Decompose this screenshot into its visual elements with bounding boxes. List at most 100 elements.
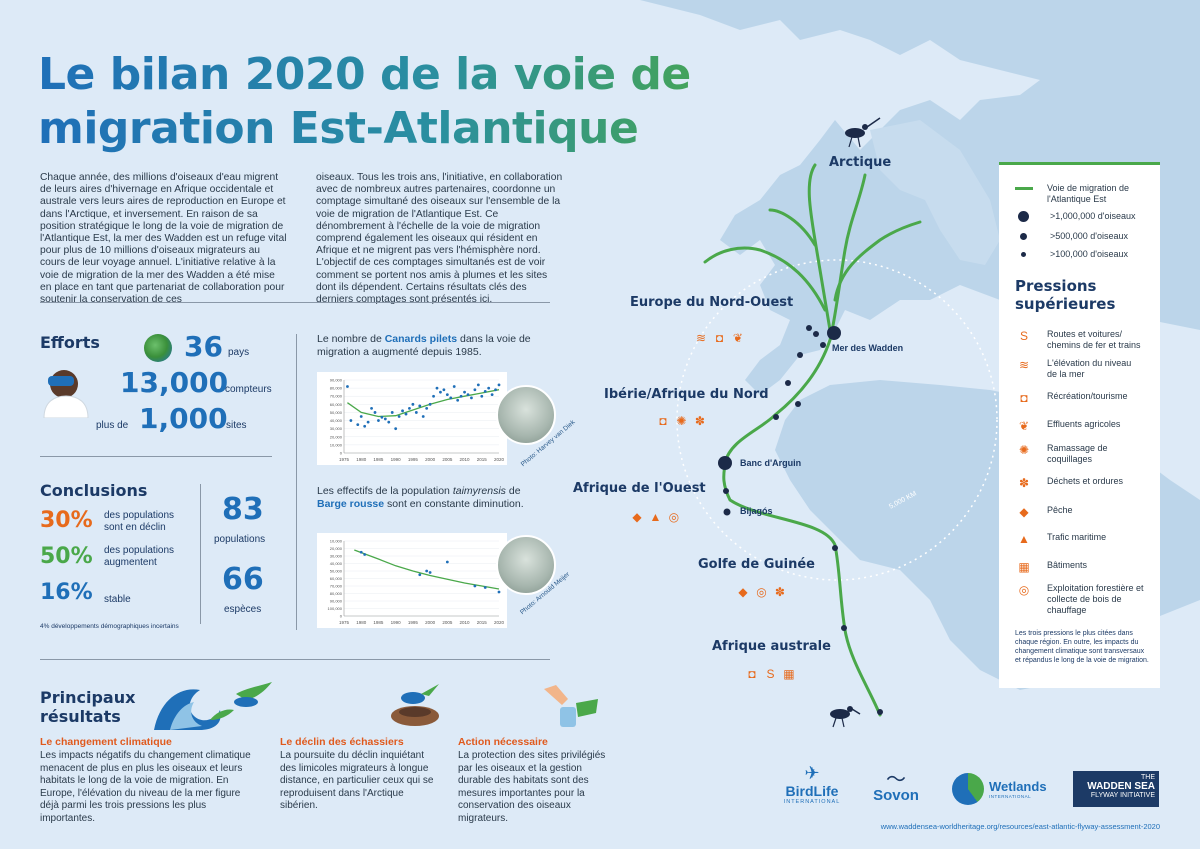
plant-icon: ❦: [1018, 419, 1030, 433]
region-south-africa: Afrique australe: [712, 639, 831, 654]
result3-text: La protection des sites privilégiés par …: [458, 750, 606, 824]
chart1-data-point: [421, 415, 425, 418]
chart1-data-point: [394, 427, 398, 431]
chart2-y-tick-label: 10,000: [330, 539, 343, 544]
wsfi-line-3: FLYWAY INITIATIVE: [1090, 792, 1155, 799]
chart1-data-point: [356, 423, 360, 427]
chart2-data-point: [497, 590, 501, 594]
chart1-y-tick-label: 90,000: [330, 378, 343, 383]
chart1-x-tick-label: 2000: [425, 457, 436, 462]
chart1-data-point: [439, 390, 442, 394]
chart1-x-tick-label: 1980: [356, 457, 367, 462]
chart1-data-point: [445, 393, 449, 396]
chart1-svg: 0 10,000 20,000 30,000 40,000 50,000 60,000 70,…: [330, 378, 505, 463]
chart2-x-tick-label: 2000: [425, 620, 436, 625]
chart1-y-tick-label: 20,000: [330, 434, 343, 439]
birdlife-name: BirdLife: [785, 783, 839, 799]
waste-icon: ✽: [1018, 476, 1030, 490]
pressure-sea-level: L'élévation du niveau de la mer: [1047, 358, 1132, 379]
pressure-road: Routes et voitures/ chemins de fer et tr…: [1047, 329, 1141, 350]
chart1-data-point: [490, 393, 494, 396]
chart2-y-tick-label: 90,000: [330, 599, 343, 604]
legend-note: Les trois pressions le plus citées dans …: [1015, 630, 1149, 664]
chart1-caption-post: dans la voie de migration a augmenté dep…: [317, 333, 531, 358]
chart1-y-tick-label: 50,000: [330, 410, 343, 415]
chart2-data-point: [418, 573, 422, 577]
chart1-x-tick-label: 2005: [442, 457, 453, 462]
chart1-data-point: [380, 415, 384, 419]
chart2-x-tick-label: 2015: [477, 620, 488, 625]
species-label: espèces: [224, 604, 262, 615]
chart1-data-point: [497, 383, 501, 387]
pct-stable-label: stable: [104, 594, 131, 605]
species-value: 66: [222, 562, 264, 597]
wsfi-logo: THE WADDEN SEA FLYWAY INITIATIVE: [1073, 771, 1159, 807]
birdlife-sub: INTERNATIONAL: [783, 799, 841, 805]
region-nw-europe: Europe du Nord-Ouest: [630, 295, 794, 310]
pressure-fishing: Pêche: [1047, 505, 1073, 515]
pressures-title: Pressions supérieures: [1015, 277, 1115, 313]
chart2-y-tick-label: 40,000: [330, 561, 343, 566]
chart1-data-point: [428, 402, 432, 406]
shell-icon: ✺: [676, 414, 687, 428]
chart2-y-tick-label: 50,000: [330, 569, 343, 574]
fish-icon: ◆: [738, 585, 748, 599]
wetlands-name: Wetlands: [989, 779, 1047, 794]
chart1-data-point: [483, 389, 487, 393]
countries-label: pays: [228, 347, 250, 358]
birdlife-logo: ✈ BirdLife INTERNATIONAL: [777, 763, 847, 805]
chart1-x-tick-label: 1985: [373, 457, 384, 462]
site-dots: [718, 325, 883, 715]
legend-mid: >500,000 d'oiseaux: [1050, 231, 1129, 241]
chart2-data-point: [483, 586, 487, 589]
chart1-data-point: [476, 383, 480, 387]
chart1-y-tick-label: 30,000: [330, 426, 343, 431]
wave-bird-icon: [154, 682, 272, 730]
wood-icon: ◎: [756, 585, 767, 599]
pressure-icons-nw-europe: ≋ ◘ ❦: [694, 329, 745, 347]
hand-litter-icon: [544, 685, 598, 727]
chart1-data-point: [383, 417, 387, 421]
sea-level-icon: ≋: [1018, 358, 1030, 372]
camera-icon: ◘: [715, 331, 724, 345]
pressure-waste: Déchets et ordures: [1047, 476, 1124, 486]
results-heading: Principaux résultats: [40, 688, 135, 726]
chart2-box: 0 100,000 90,000 80,000 70,000 60,000 50,000 40…: [317, 533, 507, 628]
site-bijagos: Bijagós: [740, 506, 773, 516]
birdlife-bird-icon: ✈: [804, 763, 820, 783]
chart1-y-tick-label: 70,000: [330, 394, 343, 399]
legend-panel: Voie de migration de l'Atlantique Est >1…: [999, 162, 1160, 688]
chart2-data-point: [425, 569, 429, 573]
road-icon: S: [1019, 329, 1028, 343]
chart1-data-point: [359, 415, 363, 418]
chart1-caption-pre: Le nombre de: [317, 333, 385, 345]
chart2-data-point: [428, 571, 432, 574]
chart1-data-point: [487, 386, 491, 390]
chart2-trend-line: [354, 549, 500, 590]
region-arctic: Arctique: [829, 155, 892, 170]
region-guinea: Golfe de Guinée: [698, 557, 815, 572]
pressures-title-1: Pressions: [1015, 277, 1097, 295]
bird-silhouettes: [830, 117, 881, 728]
result1-title: Le changement climatique: [40, 736, 172, 748]
chart1-x-tick-label: 2020: [494, 457, 505, 462]
building-icon: ▦: [1018, 560, 1030, 574]
pressure-buildings: Bâtiments: [1047, 560, 1088, 570]
chart1-data-point: [390, 411, 394, 414]
chart1-y-tick-label: 10,000: [330, 442, 343, 447]
chart1-y-tick-label: 60,000: [330, 402, 343, 407]
chart1-y-tick-label: 0: [340, 451, 343, 456]
chart1-data-point: [346, 385, 349, 388]
distance-circle: [676, 259, 998, 581]
chart2-data-point: [445, 560, 449, 564]
chart1-data-point: [480, 394, 484, 398]
footer-url[interactable]: www.waddensea-worldheritage.org/resource…: [880, 822, 1160, 831]
pct-decline-label: des populations sont en déclin: [104, 510, 175, 533]
wood-icon: ◎: [1018, 583, 1030, 597]
chart1-x-tick-label: 2015: [477, 457, 488, 462]
fish-icon: ◆: [632, 510, 642, 524]
intro-right: oiseaux. Tous les trois ans, l'initiativ…: [316, 172, 563, 306]
pintail-photo: [496, 385, 556, 445]
chart2-y-tick-label: 60,000: [330, 576, 343, 581]
chart1-data-point: [363, 424, 367, 428]
